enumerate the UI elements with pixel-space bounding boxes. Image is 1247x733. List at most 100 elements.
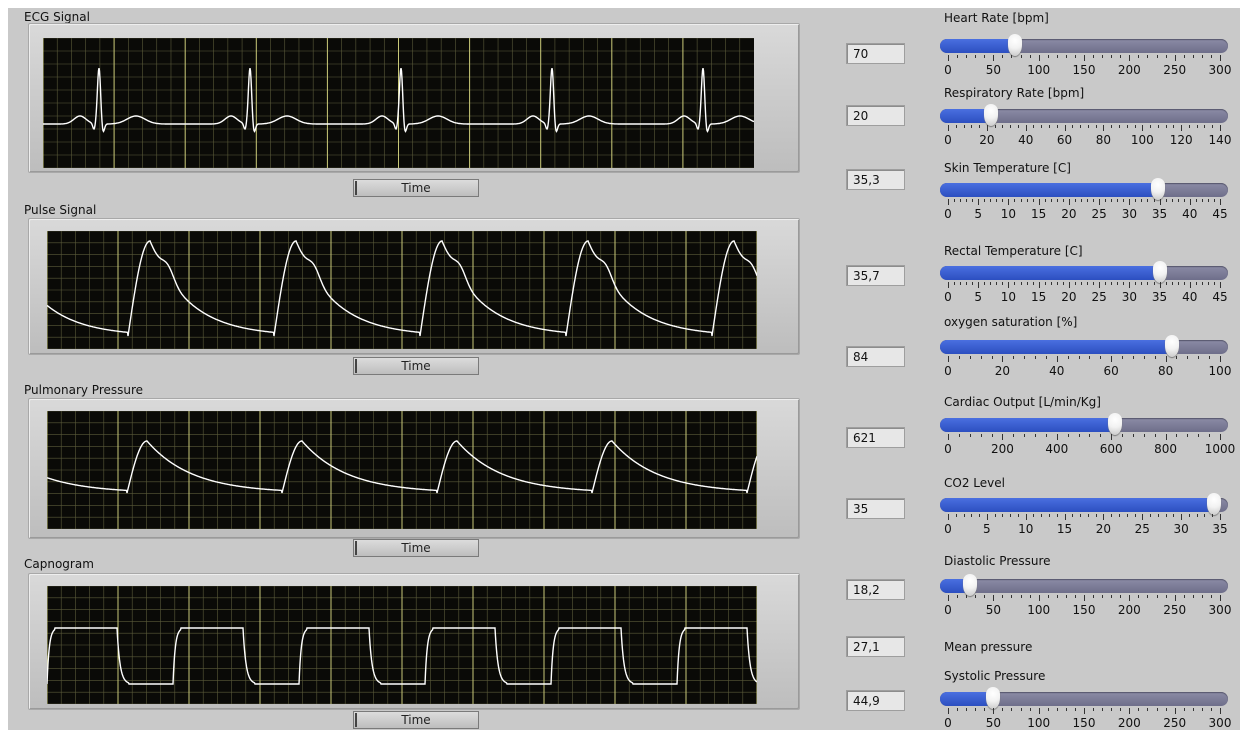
scale-tick-label: 35 <box>1212 522 1228 536</box>
heart-rate-slider-thumb[interactable] <box>1007 34 1022 56</box>
respiratory-rate-slider[interactable] <box>940 104 1228 126</box>
scale-tick <box>1087 282 1089 285</box>
scale-tick-label: 25 <box>1091 207 1107 221</box>
heart-rate-slider[interactable] <box>940 34 1228 56</box>
scale-tick <box>993 595 995 601</box>
oxygen-saturation-value[interactable]: 84 <box>846 346 905 367</box>
skin-temperature-slider-thumb[interactable] <box>1150 178 1165 200</box>
diastolic-pressure-slider[interactable] <box>940 574 1228 596</box>
pulmonary-chart-title: Pulmonary Pressure <box>24 383 144 397</box>
pulse-plot <box>47 231 757 349</box>
scale-tick <box>1010 514 1012 517</box>
scale-tick-label: 20 <box>1061 207 1077 221</box>
heart-rate-slider-fill <box>940 39 1015 53</box>
scale-tick <box>1080 199 1082 202</box>
rectal-temperature-value[interactable]: 35,7 <box>846 265 905 286</box>
scale-tick <box>1072 125 1074 128</box>
scale-tick <box>955 125 957 128</box>
scale-tick-label: 10 <box>1000 207 1017 221</box>
scale-tick <box>1011 55 1013 58</box>
scale-tick-label: 0 <box>944 603 952 617</box>
scale-tick-label: 100 <box>1208 364 1232 378</box>
scale-tick-label: 20 <box>979 133 995 147</box>
scale-tick-label: 150 <box>1072 716 1096 730</box>
systolic-pressure-scale: 0 50 100 150 200 250 300 <box>944 708 1231 732</box>
systolic-pressure-slider[interactable] <box>940 687 1228 709</box>
scale-tick <box>948 282 949 288</box>
scale-tick <box>1220 708 1221 714</box>
scale-tick <box>978 282 980 288</box>
scale-tick <box>1123 199 1125 202</box>
scale-tick <box>1056 356 1058 362</box>
scale-tick <box>1150 514 1152 517</box>
scale-tick <box>1074 595 1076 598</box>
oxygen-saturation-slider[interactable] <box>940 335 1228 357</box>
scale-tick-label: 50 <box>985 716 1001 730</box>
scale-tick <box>1165 595 1167 598</box>
diastolic-pressure-value[interactable]: 18,2 <box>846 579 905 600</box>
pulmonary-time-button[interactable]: Time <box>353 539 479 557</box>
scale-tick <box>1045 434 1047 437</box>
scale-tick <box>1181 514 1183 520</box>
scale-tick <box>1056 55 1058 58</box>
respiratory-rate-value[interactable]: 20 <box>846 105 905 126</box>
systolic-pressure-value[interactable]: 44,9 <box>846 690 905 711</box>
scale-tick-label: 200 <box>1117 63 1141 77</box>
scale-tick <box>1080 514 1082 517</box>
scale-tick <box>963 514 965 517</box>
scale-tick <box>1038 55 1040 61</box>
co2-level-slider-thumb[interactable] <box>1207 493 1221 515</box>
scale-tick <box>1033 125 1035 128</box>
ecg-trace <box>43 67 754 133</box>
cardiac-output-slider-thumb[interactable] <box>1108 413 1123 435</box>
scale-tick <box>1087 199 1089 202</box>
scale-tick <box>1147 708 1149 711</box>
scale-tick <box>991 434 993 437</box>
scale-tick <box>1056 514 1058 517</box>
scale-tick <box>1220 356 1221 362</box>
scale-tick <box>1210 708 1212 711</box>
rectal-temperature-slider-thumb[interactable] <box>1153 261 1168 283</box>
cardiac-output-value[interactable]: 621 <box>846 427 905 448</box>
scale-tick <box>1159 282 1161 288</box>
pulmonary-plot <box>47 411 757 529</box>
co2-level-slider[interactable] <box>940 493 1228 515</box>
respiratory-rate-slider-thumb[interactable] <box>984 104 999 126</box>
scale-tick <box>1126 514 1128 517</box>
mean-pressure-value[interactable]: 27,1 <box>846 636 905 657</box>
scale-tick <box>1102 595 1104 598</box>
scale-tick <box>986 514 988 520</box>
scale-tick <box>1181 125 1183 131</box>
cardiac-output-label: Cardiac Output [L/min/Kg] <box>944 395 1101 409</box>
pulse-time-button[interactable]: Time <box>353 357 479 375</box>
scale-tick <box>1189 282 1191 288</box>
heart-rate-value[interactable]: 70 <box>846 43 905 64</box>
scale-tick <box>948 55 949 61</box>
rectal-temperature-slider[interactable] <box>940 261 1228 283</box>
scale-tick <box>1105 199 1107 202</box>
diastolic-pressure-slider-thumb[interactable] <box>962 574 977 596</box>
scale-tick-label: 0 <box>944 364 952 378</box>
scale-tick <box>1074 55 1076 58</box>
systolic-pressure-slider-thumb[interactable] <box>985 687 1000 709</box>
scale-tick <box>1209 434 1211 437</box>
scale-tick-label: 25 <box>1091 290 1107 304</box>
scale-tick <box>1038 199 1040 205</box>
scale-tick <box>1135 199 1137 202</box>
cardiac-output-slider[interactable] <box>940 413 1228 435</box>
scale-tick <box>1201 282 1203 285</box>
scale-tick-label: 20 <box>994 364 1011 378</box>
ecg-time-button[interactable]: Time <box>353 179 479 197</box>
scale-tick <box>1050 199 1052 202</box>
oxygen-saturation-slider-thumb[interactable] <box>1165 335 1180 357</box>
skin-temperature-value[interactable]: 35,3 <box>846 169 905 190</box>
scale-tick <box>1111 199 1113 202</box>
skin-temperature-slider[interactable] <box>940 178 1228 200</box>
capnogram-time-button[interactable]: Time <box>353 711 479 729</box>
scale-tick <box>996 282 998 285</box>
scale-tick <box>1129 595 1131 601</box>
co2-level-value[interactable]: 35 <box>846 498 905 519</box>
scale-tick <box>948 595 949 601</box>
scale-tick-label: 30 <box>1121 290 1137 304</box>
scale-tick <box>1183 708 1185 711</box>
